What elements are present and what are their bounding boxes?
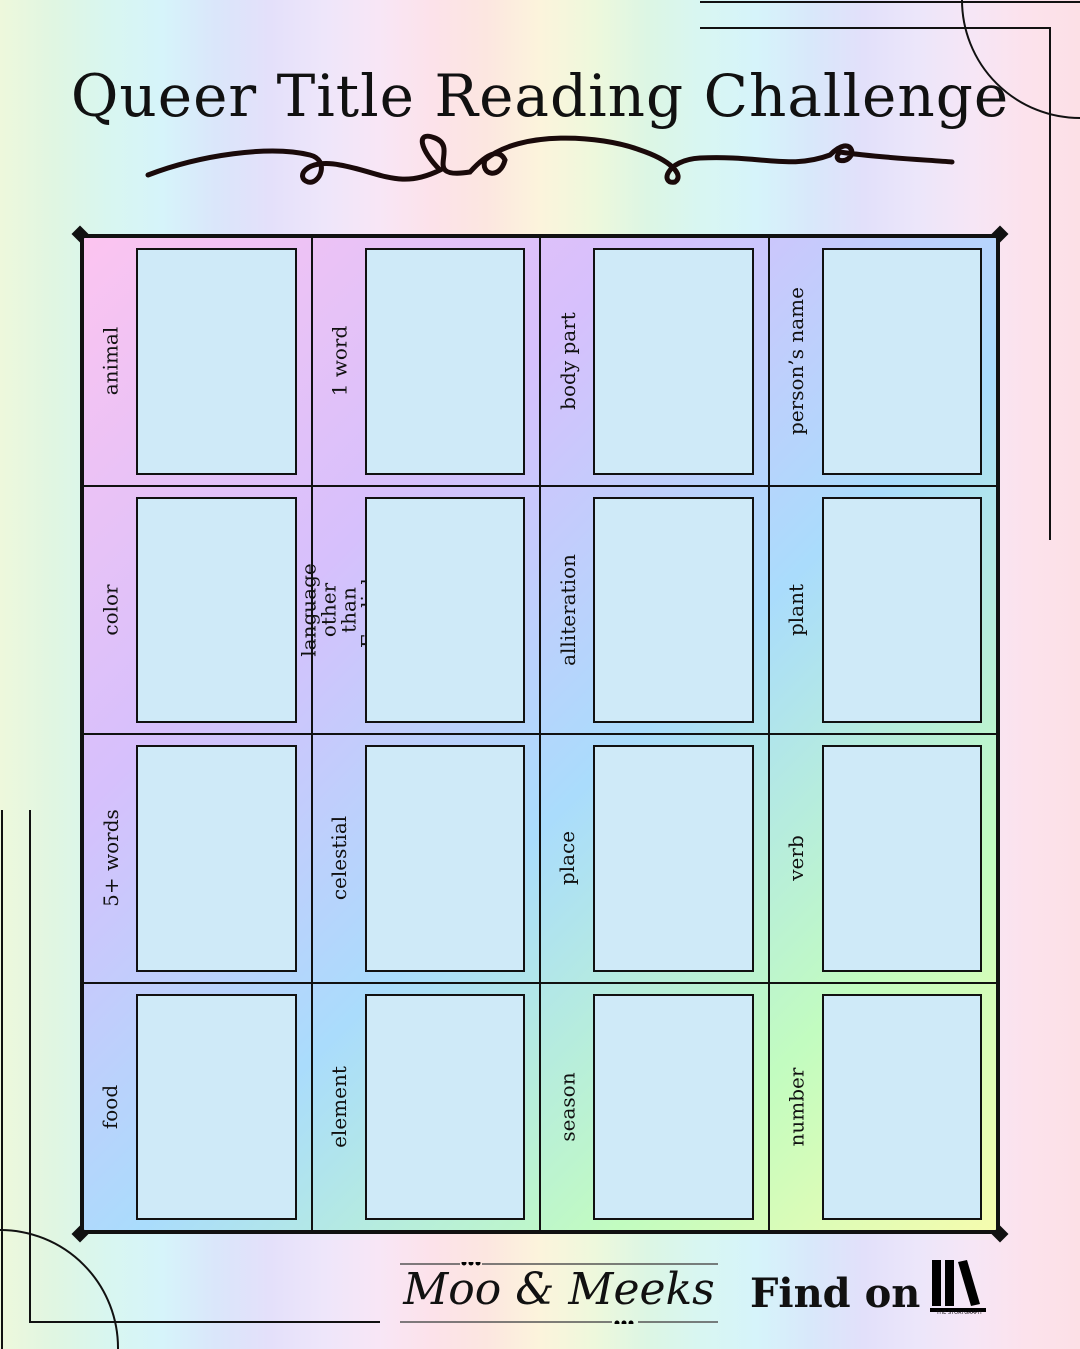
- cell-label-text: animal: [98, 327, 123, 396]
- cell-label-text: food: [98, 1084, 123, 1129]
- challenge-cell: body part: [540, 237, 769, 486]
- challenge-cell: plant: [768, 485, 997, 734]
- challenge-grid: animal 1 word body part person’s name color l…: [80, 234, 1000, 1234]
- cell-label: celestial: [313, 735, 366, 982]
- book-cover-slot[interactable]: [364, 248, 525, 475]
- challenge-cell: verb: [768, 734, 997, 983]
- cell-label-text: 5+ words: [98, 809, 123, 908]
- challenge-cell: animal: [83, 237, 312, 486]
- cell-label-text: season: [555, 1072, 580, 1142]
- cell-label: element: [313, 984, 366, 1231]
- cell-label: 5+ words: [84, 735, 137, 982]
- cell-label: plant: [770, 487, 823, 734]
- cell-label: alliteration: [541, 487, 594, 734]
- book-cover-slot[interactable]: [593, 993, 754, 1220]
- storygraph-label: THE STORYGRAPH: [936, 1310, 982, 1316]
- find-on-text: Find on: [750, 1270, 921, 1317]
- cell-label-text: person’s name: [784, 287, 808, 436]
- book-cover-slot[interactable]: [593, 248, 754, 475]
- cell-label: person’s name: [770, 238, 823, 485]
- book-cover-slot[interactable]: [821, 248, 982, 475]
- cell-label: color: [84, 487, 137, 734]
- book-cover-slot[interactable]: [593, 496, 754, 723]
- challenge-cell: food: [83, 982, 312, 1231]
- challenge-cell: season: [540, 982, 769, 1231]
- book-cover-slot[interactable]: [364, 745, 525, 972]
- cell-label-text: element: [327, 1065, 352, 1148]
- swirl-divider: [145, 133, 955, 185]
- book-cover-slot[interactable]: [821, 745, 982, 972]
- cell-label-text: place: [555, 831, 580, 886]
- cell-label: language other than English: [297, 487, 381, 734]
- cell-label: place: [541, 735, 594, 982]
- challenge-cell: element: [311, 982, 540, 1231]
- brand-name: Moo & Meeks: [403, 1264, 715, 1315]
- cell-label: body part: [541, 238, 594, 485]
- cell-label-text: alliteration: [555, 553, 580, 666]
- corner-lines-top-right: [700, 0, 1080, 540]
- cell-label-text: celestial: [327, 816, 352, 901]
- cell-label: verb: [770, 735, 823, 982]
- cell-label: food: [84, 984, 137, 1231]
- book-cover-slot[interactable]: [136, 248, 297, 475]
- cell-label: number: [770, 984, 823, 1231]
- challenge-cell: color: [83, 485, 312, 734]
- storygraph-books-icon: [930, 1260, 986, 1312]
- book-cover-slot[interactable]: [136, 745, 297, 972]
- book-cover-slot[interactable]: [821, 993, 982, 1220]
- cell-label-text: color: [98, 584, 123, 636]
- challenge-cell: 5+ words: [83, 734, 312, 983]
- challenge-cell: language other than English: [297, 485, 540, 734]
- book-cover-slot[interactable]: [136, 496, 297, 723]
- cell-label-text: 1 word: [327, 325, 352, 397]
- cell-label-text: body part: [555, 312, 580, 411]
- page-title: Queer Title Reading Challenge: [70, 62, 1010, 130]
- book-cover-slot[interactable]: [364, 496, 525, 723]
- challenge-cell: 1 word: [311, 237, 540, 486]
- cell-label: season: [541, 984, 594, 1231]
- cell-label: animal: [84, 238, 137, 485]
- cell-label-text: plant: [783, 583, 808, 636]
- cell-label-text: number: [784, 1067, 808, 1147]
- corner-lines-bottom-left: [0, 810, 380, 1349]
- challenge-cell: number: [768, 982, 997, 1231]
- book-cover-slot[interactable]: [593, 745, 754, 972]
- challenge-cell: alliteration: [540, 485, 769, 734]
- challenge-cell: place: [540, 734, 769, 983]
- cell-label: 1 word: [313, 238, 366, 485]
- book-cover-slot[interactable]: [821, 496, 982, 723]
- book-cover-slot[interactable]: [364, 993, 525, 1220]
- challenge-cell: celestial: [311, 734, 540, 983]
- cell-label-text: verb: [784, 835, 808, 882]
- challenge-cell: person’s name: [768, 237, 997, 486]
- brand-logo: Moo & Meeks: [400, 1262, 718, 1324]
- book-cover-slot[interactable]: [136, 993, 297, 1220]
